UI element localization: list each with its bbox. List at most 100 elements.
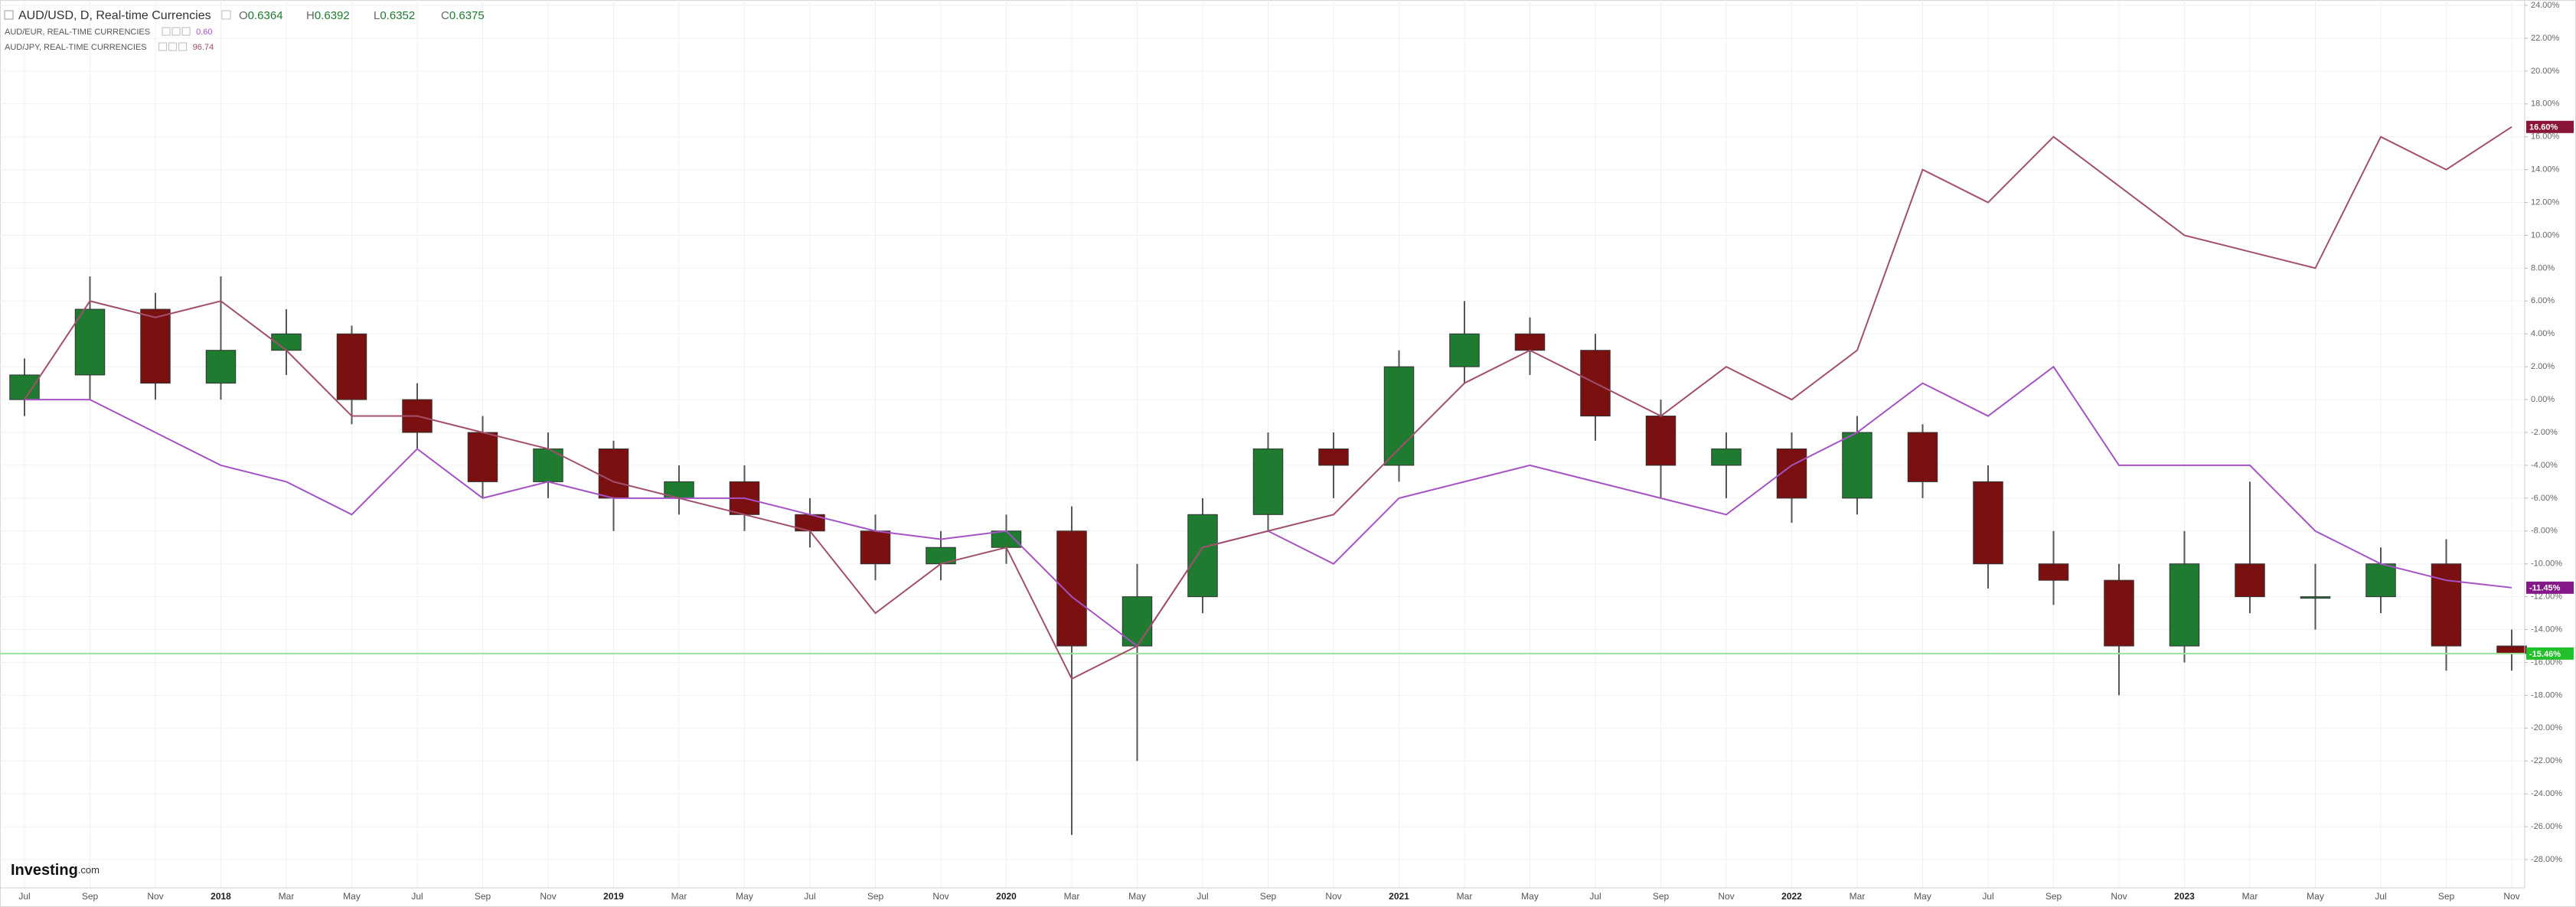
candle-body: [1514, 333, 1546, 351]
candle-body: [1645, 416, 1677, 466]
x-tick-label: Mar: [1850, 891, 1866, 902]
y-tick-label: -16.00%: [2531, 657, 2562, 667]
legend-title: AUD/USD, D, Real-time Currencies: [18, 9, 211, 22]
candle-body: [1056, 530, 1087, 647]
x-tick-label: May: [736, 891, 753, 902]
legend-button[interactable]: [171, 27, 181, 36]
ohlc-item: H0.6392: [306, 9, 350, 22]
x-tick-label: Mar: [1457, 891, 1473, 902]
candle-body: [1121, 596, 1153, 647]
axes: 24.00% 22.00% 20.00% 18.00% 16.00% 14.00% 12.0…: [18, 1, 2574, 902]
x-tick-label: Sep: [1653, 891, 1670, 902]
ohlc-item: L0.6352: [374, 9, 415, 22]
y-tick-label: 0.00%: [2531, 395, 2555, 404]
legend-value: 0.60: [196, 28, 212, 37]
candle-body: [336, 333, 367, 400]
x-tick-label: Nov: [2503, 891, 2519, 902]
candle-body: [467, 432, 498, 482]
ohlc-label: L: [374, 9, 380, 22]
settings-icon[interactable]: [221, 10, 231, 20]
legend-button[interactable]: [178, 42, 188, 51]
x-tick-label: Nov: [540, 891, 556, 902]
y-tick-label: -18.00%: [2531, 690, 2562, 700]
last-value-badge: [2526, 581, 2574, 594]
y-tick-label: 12.00%: [2531, 197, 2560, 207]
y-tick-label: -22.00%: [2531, 756, 2562, 765]
x-tick-label: 2021: [1389, 891, 1409, 902]
legend-item: AUD/JPY, REAL-TIME CURRENCIES: [5, 43, 147, 52]
y-tick-label: 20.00%: [2531, 67, 2560, 76]
ohlc-value: 0.6364: [248, 9, 283, 22]
x-tick-label: 2022: [1781, 891, 1802, 902]
candle-body: [598, 448, 629, 499]
x-tick-label: Mar: [671, 891, 687, 902]
y-tick-label: -12.00%: [2531, 592, 2562, 602]
legend-button[interactable]: [162, 27, 171, 36]
x-tick-label: Sep: [867, 891, 884, 902]
candle-body: [2431, 563, 2462, 647]
candle-body: [1580, 350, 1611, 417]
legend-button[interactable]: [168, 42, 178, 51]
candle-body: [1449, 333, 1480, 367]
candle-body: [1907, 432, 1938, 482]
x-tick-label: May: [1521, 891, 1539, 902]
ohlc-label: C: [441, 9, 449, 22]
candle-body: [1187, 514, 1218, 598]
grid: [0, 0, 2525, 888]
x-tick-label: Mar: [279, 891, 295, 902]
y-tick-label: -6.00%: [2531, 494, 2558, 503]
y-tick-label: 8.00%: [2531, 263, 2555, 272]
candle-body: [140, 308, 171, 384]
x-tick-label: Mar: [2242, 891, 2258, 902]
last-value-badge: [2526, 647, 2574, 660]
ohlc-value: 0.6352: [380, 9, 415, 22]
y-tick-label: 6.00%: [2531, 296, 2555, 305]
y-tick-label: -20.00%: [2531, 723, 2562, 732]
y-tick-label: 22.00%: [2531, 34, 2560, 43]
candle-body: [205, 350, 237, 384]
candle-body: [1383, 366, 1415, 466]
y-tick-label: 16.00%: [2531, 132, 2560, 142]
candle-body: [74, 308, 106, 376]
x-tick-label: Nov: [1325, 891, 1341, 902]
x-tick-label: Sep: [2438, 891, 2455, 902]
x-tick-label: Jul: [1197, 891, 1208, 902]
y-tick-label: -8.00%: [2531, 527, 2558, 536]
legend-button[interactable]: [181, 27, 191, 36]
candle-body: [2365, 563, 2396, 598]
legend-button[interactable]: [158, 42, 168, 51]
candle-body: [2169, 563, 2200, 647]
candle-body: [1973, 481, 2003, 565]
x-tick-label: May: [343, 891, 361, 902]
line-series: [24, 126, 2512, 680]
last-value-badge: [2526, 120, 2574, 133]
legend-value: 96.74: [193, 43, 214, 52]
y-tick-label: -24.00%: [2531, 789, 2562, 798]
y-tick-label: 2.00%: [2531, 362, 2555, 371]
watermark: Investing.com: [11, 862, 100, 879]
candle-body: [9, 374, 40, 400]
candle-body: [2300, 596, 2331, 599]
candle-body: [2235, 563, 2265, 598]
plot: [0, 126, 2527, 835]
x-tick-label: Jul: [18, 891, 30, 902]
x-tick-label: Sep: [1260, 891, 1277, 902]
collapse-icon[interactable]: [4, 10, 14, 20]
candle-body: [1318, 448, 1349, 466]
x-tick-label: 2020: [996, 891, 1017, 902]
x-tick-label: 2023: [2174, 891, 2195, 902]
x-tick-label: Jul: [804, 891, 815, 902]
x-tick-label: Nov: [147, 891, 163, 902]
x-tick-label: 2018: [211, 891, 231, 902]
y-tick-label: -10.00%: [2531, 560, 2562, 569]
watermark-suffix: .com: [78, 864, 100, 876]
x-tick-label: Nov: [2111, 891, 2127, 902]
ohlc-item: O0.6364: [239, 9, 283, 22]
candle-body: [991, 530, 1022, 548]
x-tick-label: Jul: [1589, 891, 1601, 902]
ohlc-label: O: [239, 9, 248, 22]
y-tick-label: 24.00%: [2531, 1, 2560, 10]
x-tick-label: May: [1128, 891, 1146, 902]
